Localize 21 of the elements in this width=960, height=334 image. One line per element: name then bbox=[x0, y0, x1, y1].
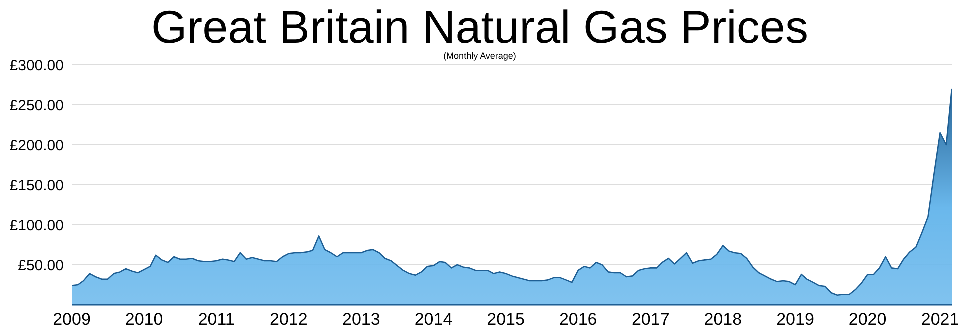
y-tick-label: £200.00 bbox=[10, 137, 64, 154]
x-tick-label: 2018 bbox=[704, 310, 742, 330]
x-tick-label: 2021 bbox=[921, 310, 960, 330]
x-tick-label: 2011 bbox=[198, 310, 235, 330]
x-tick-label: 2010 bbox=[125, 310, 164, 330]
x-tick-label: 2019 bbox=[776, 310, 814, 330]
x-tick-label: 2009 bbox=[53, 310, 91, 330]
x-tick-label: 2020 bbox=[848, 310, 887, 330]
x-tick-label: 2013 bbox=[342, 310, 380, 330]
y-tick-label: £250.00 bbox=[10, 97, 64, 114]
x-tick-label: 2015 bbox=[487, 310, 525, 330]
x-tick-label: 2017 bbox=[632, 310, 670, 330]
chart-subtitle: (Monthly Average) bbox=[444, 51, 516, 61]
x-tick-label: 2016 bbox=[559, 310, 598, 330]
y-tick-label: £100.00 bbox=[10, 217, 64, 234]
x-tick-label: 2012 bbox=[270, 310, 308, 330]
x-tick-label: 2014 bbox=[414, 310, 453, 330]
y-tick-label: £300.00 bbox=[10, 57, 64, 74]
y-tick-label: £50.00 bbox=[18, 257, 64, 274]
chart-title: Great Britain Natural Gas Prices bbox=[150, 0, 810, 53]
y-tick-label: £150.00 bbox=[10, 177, 64, 194]
